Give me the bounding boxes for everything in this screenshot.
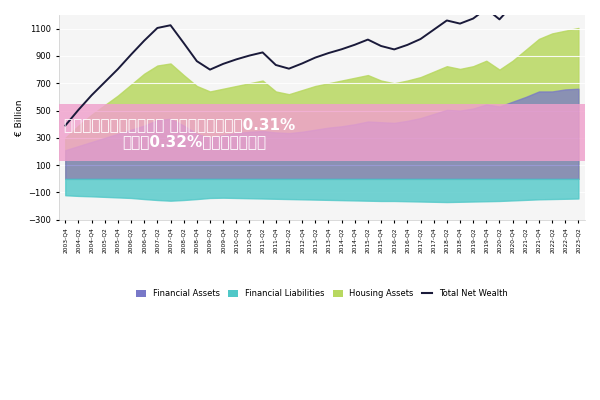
Legend: Financial Assets, Financial Liabilities, Housing Assets, Total Net Wealth: Financial Assets, Financial Liabilities,… bbox=[133, 286, 511, 302]
Bar bbox=[59, 104, 585, 161]
Y-axis label: € Billion: € Billion bbox=[15, 99, 24, 136]
Text: 炒股有哪些软件可以杠杆 收评：港股恒指跌0.31%: 炒股有哪些软件可以杠杆 收评：港股恒指跌0.31% bbox=[64, 117, 295, 132]
Text: 科指跌0.32%汽车股延续跌势: 科指跌0.32%汽车股延续跌势 bbox=[122, 134, 266, 150]
